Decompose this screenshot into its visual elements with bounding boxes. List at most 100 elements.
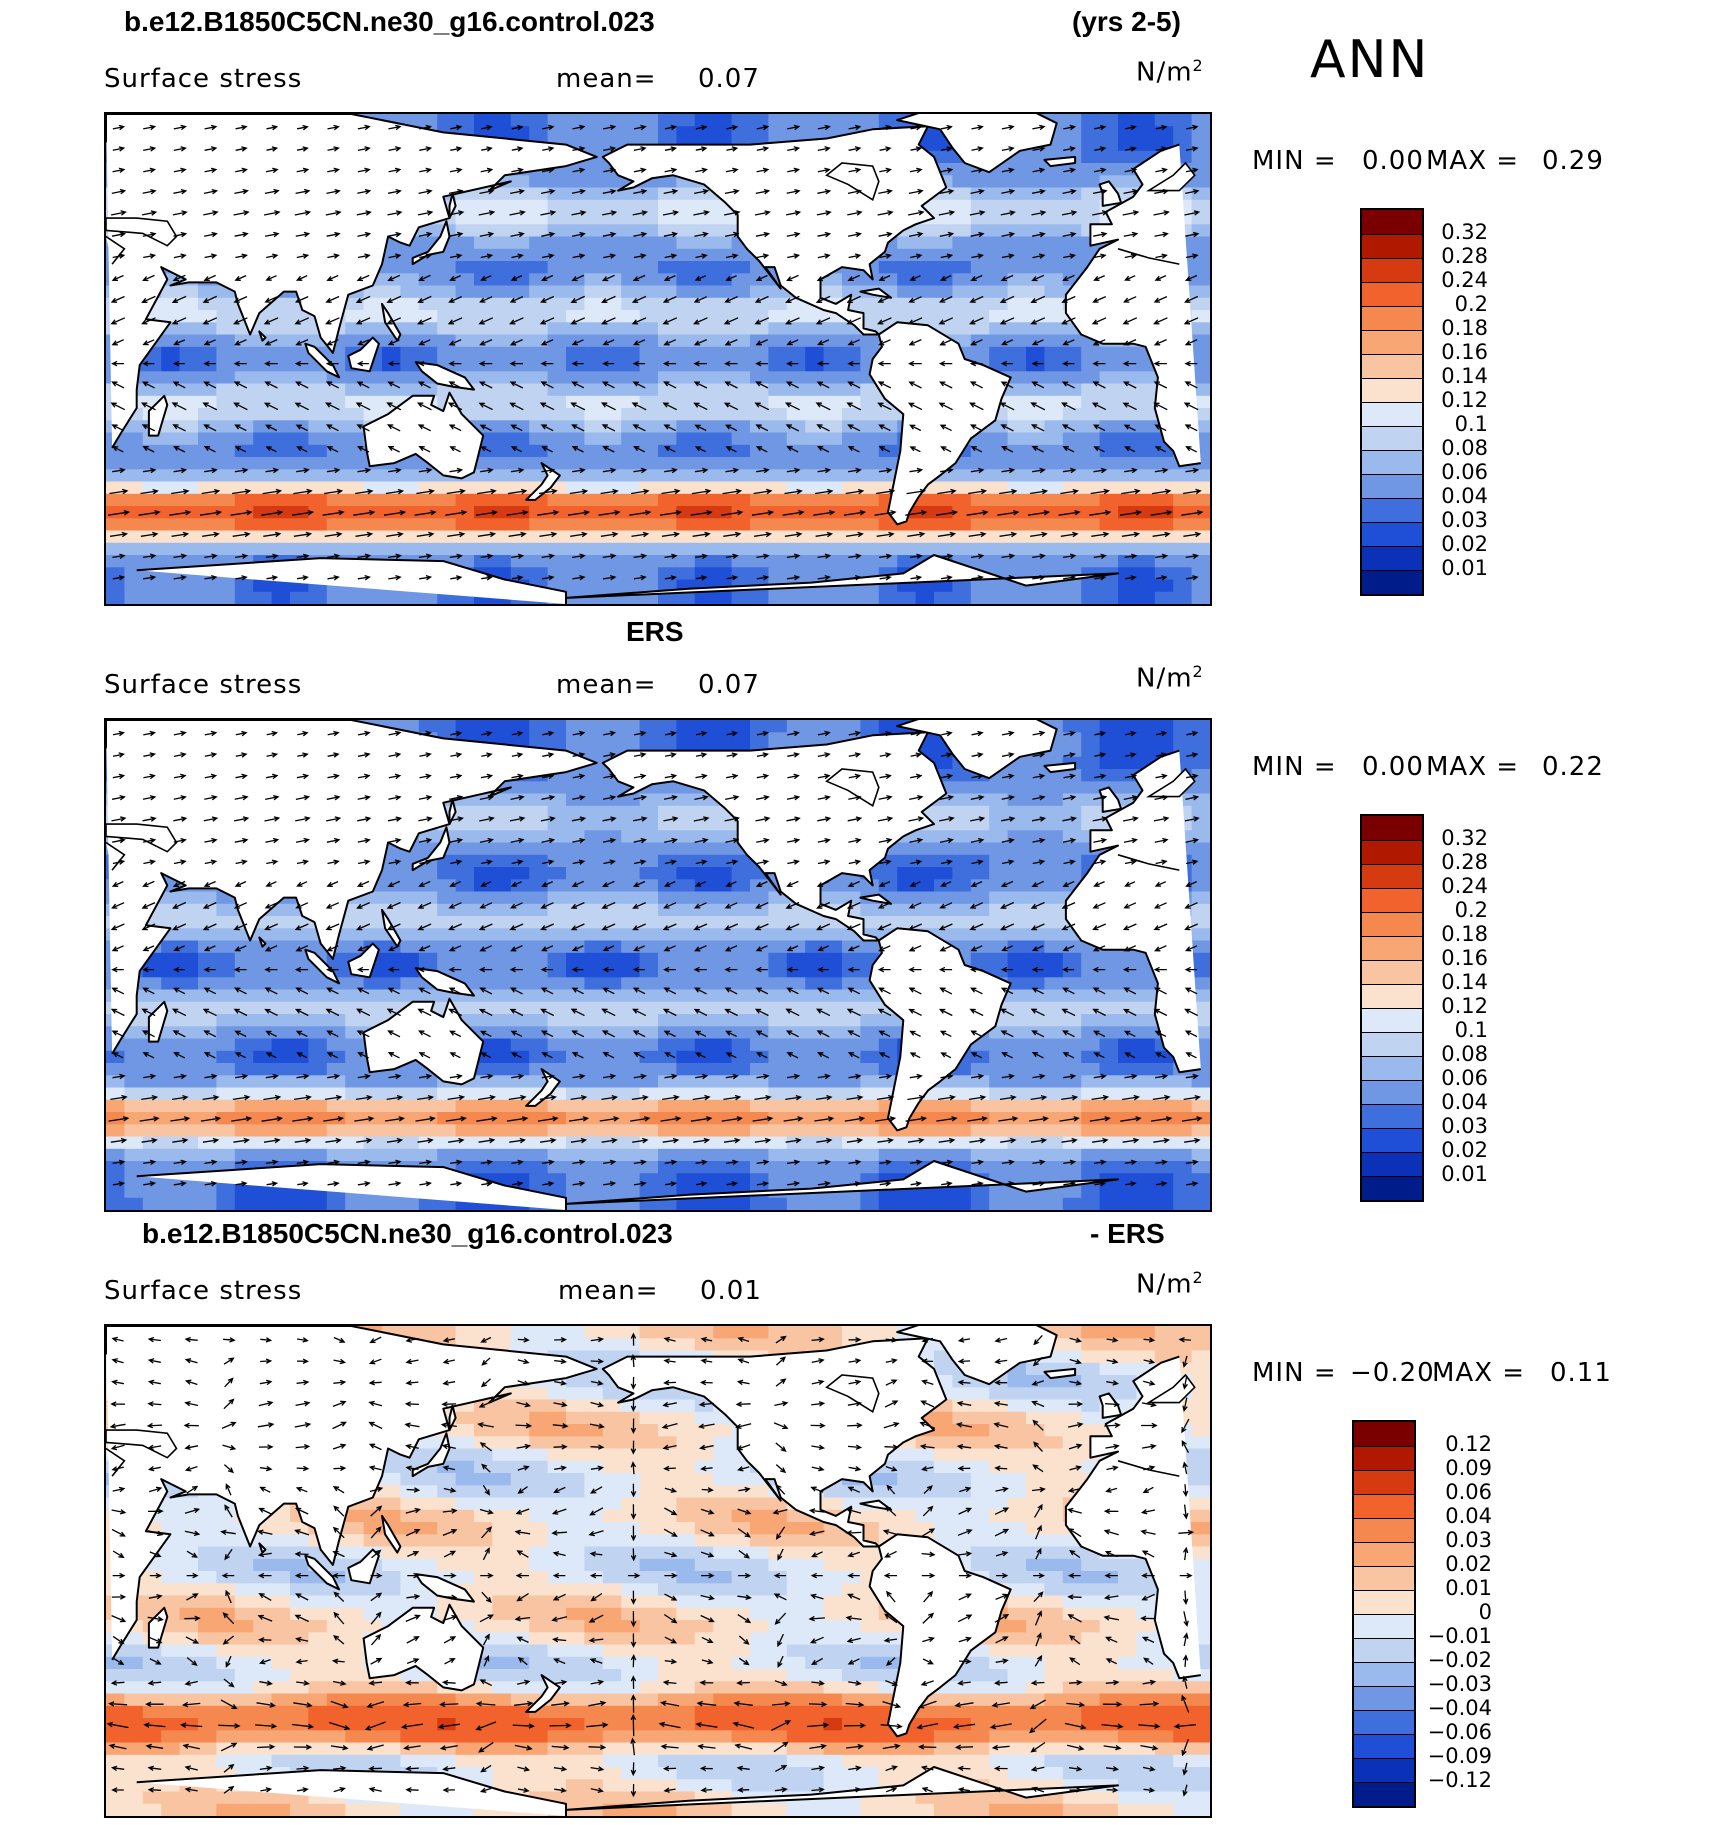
field-cell — [124, 493, 144, 507]
field-cell — [418, 879, 438, 893]
stress-vector — [817, 253, 831, 259]
field-cell — [529, 224, 549, 238]
stress-vector — [661, 488, 681, 495]
field-cell — [1081, 591, 1101, 604]
field-cell — [106, 542, 125, 556]
field-cell — [621, 1014, 641, 1027]
stress-vector — [142, 231, 157, 238]
field-cell — [694, 530, 714, 544]
stress-vector — [968, 488, 988, 495]
stress-vector — [971, 167, 985, 174]
field-cell — [952, 916, 972, 929]
stress-vector — [602, 446, 615, 453]
field-cell — [1044, 867, 1064, 880]
field-cell — [1081, 952, 1101, 966]
stress-vector — [602, 210, 618, 216]
stress-vector — [357, 553, 372, 559]
field-cell — [621, 469, 641, 483]
field-cell — [676, 1063, 696, 1076]
stress-vector — [325, 424, 339, 432]
field-cell — [713, 720, 733, 733]
field-cell — [731, 530, 751, 544]
field-cell — [142, 518, 162, 532]
field-cell — [915, 854, 935, 868]
field-cell — [382, 591, 401, 604]
field-cell — [179, 530, 199, 544]
field-cell — [658, 977, 677, 991]
field-cell — [529, 518, 549, 532]
field-cell — [676, 818, 696, 831]
field-cell — [474, 842, 493, 856]
field-cell — [639, 952, 659, 966]
field-cell — [1007, 965, 1027, 978]
field-cell — [308, 530, 328, 544]
field-cell — [216, 940, 236, 954]
stress-vector — [664, 146, 678, 152]
field-cell — [142, 989, 162, 1003]
field-cell — [750, 285, 769, 299]
stress-vector — [1185, 253, 1199, 259]
field-cell — [547, 842, 567, 856]
field-cell — [584, 175, 604, 189]
stress-vector — [265, 467, 280, 474]
field-cell — [1118, 175, 1137, 189]
field-cell — [1173, 114, 1193, 127]
field-cell — [878, 261, 898, 274]
field-cell — [1081, 457, 1101, 470]
field-cell — [694, 555, 714, 568]
field-cell — [713, 346, 733, 360]
stress-vector — [449, 167, 463, 174]
stress-vector — [1185, 188, 1200, 195]
stress-vector — [234, 446, 247, 453]
field-cell — [1081, 114, 1101, 127]
field-cell — [768, 1026, 788, 1040]
stress-vector — [602, 574, 617, 581]
field-cell — [584, 720, 604, 733]
stress-vector — [879, 575, 892, 581]
field-cell — [455, 965, 475, 978]
field-cell — [676, 359, 696, 372]
field-cell — [768, 420, 788, 434]
field-cell — [970, 297, 990, 311]
stress-vector — [1186, 124, 1199, 131]
field-cell — [989, 506, 1009, 519]
field-cell — [768, 493, 788, 507]
stress-vector — [542, 124, 555, 131]
stress-vector — [572, 553, 586, 559]
stress-vector — [939, 275, 952, 281]
field-cell — [639, 322, 659, 336]
field-cell — [676, 989, 696, 1003]
field-cell — [529, 248, 549, 262]
field-cell — [694, 805, 714, 819]
field-cell — [1173, 720, 1193, 733]
field-cell — [621, 567, 641, 581]
field-cell — [860, 432, 880, 446]
panel1-mean-value: 0.07 — [698, 64, 760, 94]
field-cell — [805, 555, 825, 568]
stress-vector — [112, 253, 126, 259]
field-cell — [1026, 928, 1045, 942]
field-cell — [823, 395, 843, 409]
field-cell — [492, 1050, 512, 1064]
stress-vector — [787, 167, 801, 174]
field-cell — [271, 334, 291, 348]
field-cell — [1044, 989, 1064, 1003]
stress-vector — [203, 381, 217, 389]
field-cell — [216, 408, 236, 421]
coastline-australia — [362, 391, 485, 480]
field-cell — [437, 506, 457, 519]
field-cell — [1081, 720, 1101, 733]
field-cell — [547, 395, 567, 409]
stress-vector — [723, 402, 739, 411]
field-cell — [510, 285, 530, 299]
stress-vector — [1155, 253, 1168, 259]
field-cell — [676, 187, 696, 201]
field-cell — [602, 1063, 622, 1076]
stress-vector — [1061, 295, 1076, 303]
field-cell — [474, 322, 493, 336]
field-cell — [768, 989, 788, 1003]
field-cell — [805, 1063, 825, 1076]
field-cell — [529, 1014, 549, 1027]
field-cell — [952, 261, 972, 274]
stress-vector — [1063, 253, 1077, 259]
